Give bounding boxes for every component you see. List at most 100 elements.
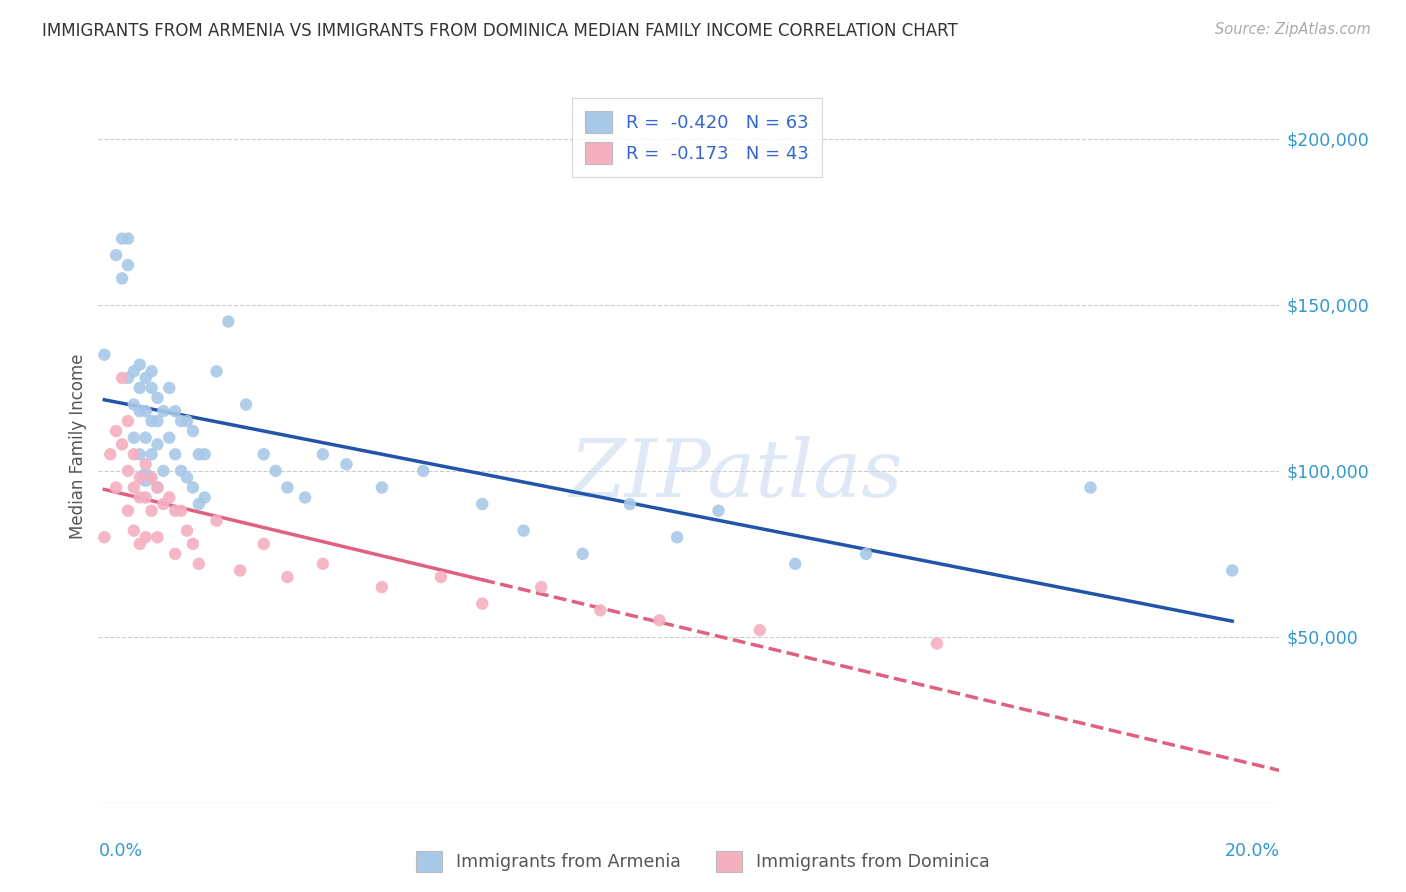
Point — [128, 358, 150, 372]
Point — [229, 564, 252, 578]
Point — [128, 470, 150, 484]
Point — [1080, 481, 1102, 495]
Point — [157, 431, 180, 445]
Point — [105, 424, 128, 438]
Point — [111, 231, 134, 245]
Point — [128, 404, 150, 418]
Legend: Immigrants from Armenia, Immigrants from Dominica: Immigrants from Armenia, Immigrants from… — [409, 844, 997, 879]
Point — [165, 504, 187, 518]
Point — [135, 470, 157, 484]
Point — [122, 364, 145, 378]
Point — [205, 364, 228, 378]
Point — [135, 491, 157, 505]
Point — [253, 537, 276, 551]
Point — [93, 530, 115, 544]
Point — [371, 580, 394, 594]
Point — [152, 464, 174, 478]
Point — [117, 464, 139, 478]
Point — [141, 381, 163, 395]
Point — [98, 447, 121, 461]
Point — [146, 414, 169, 428]
Point — [152, 404, 174, 418]
Point — [925, 636, 948, 650]
Point — [146, 437, 169, 451]
Text: 0.0%: 0.0% — [98, 842, 142, 860]
Point — [111, 437, 134, 451]
Point — [117, 371, 139, 385]
Point — [430, 570, 453, 584]
Point — [141, 414, 163, 428]
Point — [122, 481, 145, 495]
Point — [471, 597, 494, 611]
Point — [855, 547, 877, 561]
Point — [217, 314, 239, 328]
Point — [312, 557, 335, 571]
Point — [181, 481, 204, 495]
Point — [117, 231, 139, 245]
Point — [176, 524, 198, 538]
Point — [187, 497, 209, 511]
Point — [111, 271, 134, 285]
Point — [165, 404, 187, 418]
Point — [146, 481, 169, 495]
Point — [170, 504, 193, 518]
Point — [205, 514, 228, 528]
Point — [165, 447, 187, 461]
Point — [135, 371, 157, 385]
Point — [141, 504, 163, 518]
Point — [181, 537, 204, 551]
Point — [105, 248, 128, 262]
Point — [128, 381, 150, 395]
Point — [187, 447, 209, 461]
Text: ZIPatlas: ZIPatlas — [569, 436, 903, 513]
Point — [264, 464, 287, 478]
Point — [371, 481, 394, 495]
Point — [128, 491, 150, 505]
Point — [146, 530, 169, 544]
Point — [1220, 564, 1243, 578]
Point — [122, 397, 145, 411]
Point — [471, 497, 494, 511]
Point — [135, 404, 157, 418]
Point — [93, 348, 115, 362]
Point — [152, 497, 174, 511]
Point — [194, 491, 217, 505]
Point — [181, 424, 204, 438]
Point — [530, 580, 553, 594]
Point — [122, 524, 145, 538]
Point — [194, 447, 217, 461]
Point — [619, 497, 641, 511]
Point — [117, 258, 139, 272]
Point — [253, 447, 276, 461]
Text: 20.0%: 20.0% — [1225, 842, 1279, 860]
Point — [146, 481, 169, 495]
Point — [117, 504, 139, 518]
Point — [135, 457, 157, 471]
Point — [122, 431, 145, 445]
Text: Source: ZipAtlas.com: Source: ZipAtlas.com — [1215, 22, 1371, 37]
Point — [312, 447, 335, 461]
Point — [146, 391, 169, 405]
Point — [105, 481, 128, 495]
Point — [157, 381, 180, 395]
Text: IMMIGRANTS FROM ARMENIA VS IMMIGRANTS FROM DOMINICA MEDIAN FAMILY INCOME CORRELA: IMMIGRANTS FROM ARMENIA VS IMMIGRANTS FR… — [42, 22, 957, 40]
Point — [412, 464, 434, 478]
Point — [187, 557, 209, 571]
Point — [165, 547, 187, 561]
Point — [111, 371, 134, 385]
Point — [235, 397, 257, 411]
Point — [117, 414, 139, 428]
Point — [176, 470, 198, 484]
Point — [512, 524, 534, 538]
Legend: R =  -0.420   N = 63, R =  -0.173   N = 43: R = -0.420 N = 63, R = -0.173 N = 43 — [572, 98, 821, 177]
Point — [141, 364, 163, 378]
Point — [176, 414, 198, 428]
Point — [589, 603, 612, 617]
Point — [141, 470, 163, 484]
Point — [748, 624, 770, 638]
Point — [170, 464, 193, 478]
Point — [707, 504, 730, 518]
Point — [571, 547, 593, 561]
Point — [294, 491, 316, 505]
Point — [141, 447, 163, 461]
